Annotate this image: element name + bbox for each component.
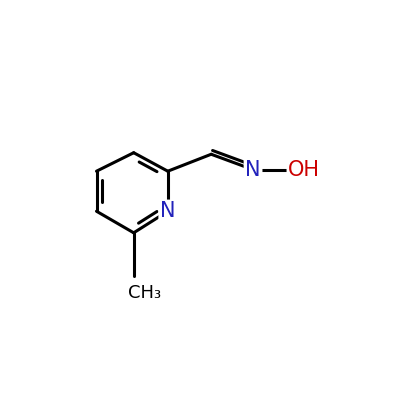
Text: CH₃: CH₃ [128, 284, 161, 302]
Text: OH: OH [288, 160, 320, 180]
Text: N: N [160, 201, 176, 221]
Text: N: N [245, 160, 261, 180]
